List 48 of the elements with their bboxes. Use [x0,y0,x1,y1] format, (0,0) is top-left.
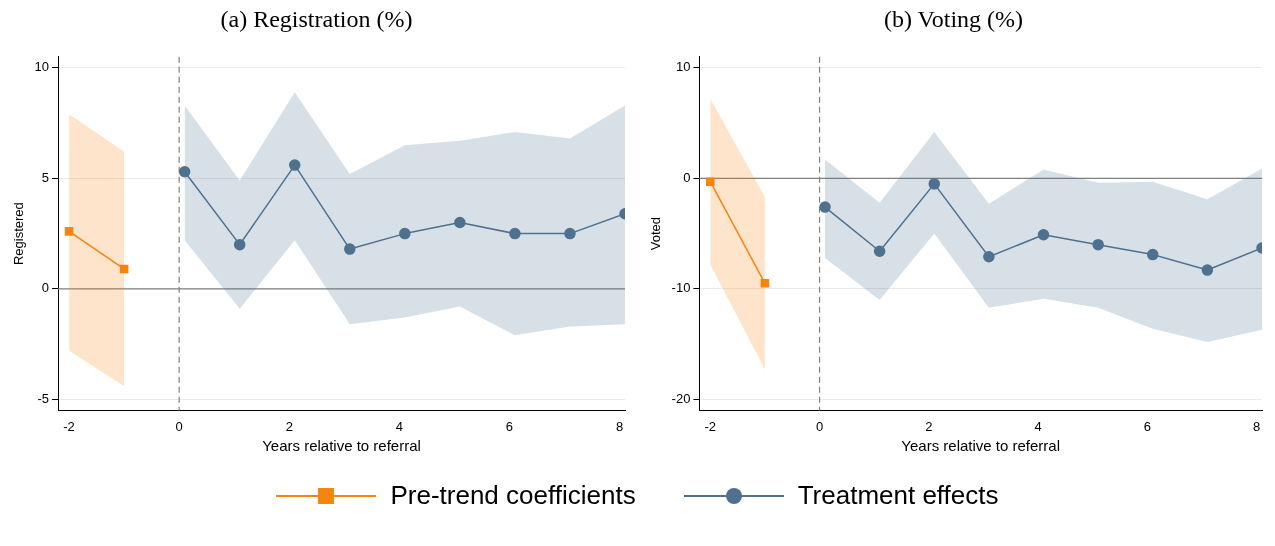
x-tick-label: 4 [395,418,403,434]
x-tick-label: 0 [815,418,824,434]
point [454,216,466,229]
legend-label: Treatment effects [797,480,999,511]
y-axis-title: Registered [11,202,27,266]
point [119,264,129,274]
legend-label: Pre-trend coefficients [390,480,636,511]
chart-title: (b) Voting (%) [883,5,1024,32]
x-tick-label: 6 [1143,418,1151,434]
y-tick-label: 10 [34,59,50,75]
y-tick-label: -10 [671,280,691,296]
y-tick-label: 0 [41,280,50,296]
x-tick-label: 2 [285,418,293,434]
point [928,178,941,190]
point [1201,264,1214,276]
y-axis-title: Voted [648,216,664,251]
x-axis-title: Years relative to referral [901,437,1061,455]
point [1037,228,1050,241]
x-tick-label: 2 [925,418,933,434]
x-tick-label: -2 [63,418,75,434]
point [509,227,521,240]
y-tick-label: -20 [671,390,691,406]
point [564,227,576,240]
point [983,251,995,263]
point [64,227,74,236]
x-tick-label: 8 [1252,418,1261,434]
x-tick-label: 4 [1034,418,1042,434]
chart-title: (a) Registration (%) [220,5,413,32]
y-tick-label: 5 [41,169,50,185]
x-tick-label: 8 [615,418,624,434]
y-tick-label: -5 [37,390,50,406]
point [178,165,191,178]
point [819,201,831,213]
point [344,243,356,255]
point [873,245,886,258]
point [1092,238,1104,251]
y-tick-label: 10 [675,59,691,75]
point [399,227,411,240]
x-tick-label: -2 [704,418,717,434]
point [1147,248,1159,261]
point [760,279,770,288]
point [288,159,301,171]
x-tick-label: 6 [505,418,514,434]
x-axis-title: Years relative to referral [262,437,421,455]
point [706,177,715,186]
y-tick-label: 0 [683,169,691,185]
x-tick-label: 0 [175,418,183,434]
point [233,238,246,251]
